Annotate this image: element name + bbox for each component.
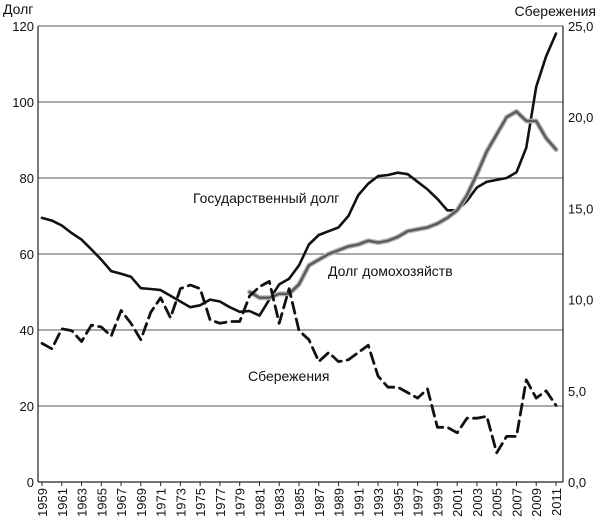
grid-lines <box>38 25 563 407</box>
x-tick-label: 1967 <box>114 488 129 517</box>
left-tick-label: 120 <box>12 19 34 34</box>
x-tick-label: 1983 <box>272 488 287 517</box>
left-tick-label: 80 <box>20 171 34 186</box>
right-tick-labels: 0,0 5,0 10,0 15,0 20,0 25,0 <box>568 19 593 490</box>
x-tick-label: 1963 <box>75 488 90 517</box>
x-tick-label: 1997 <box>411 488 426 517</box>
series-solid-gray <box>247 109 559 301</box>
x-tick-label: 2007 <box>509 488 524 517</box>
left-tick-label: 100 <box>12 95 34 110</box>
x-tick-label: 1959 <box>35 488 50 517</box>
series-solid-black <box>40 32 558 317</box>
x-tick-label: 2011 <box>549 488 564 516</box>
x-tick-label: 1993 <box>371 488 386 517</box>
x-tick-label: 1995 <box>391 488 406 517</box>
x-tick-label: 1999 <box>430 488 445 517</box>
x-tick-label: 1989 <box>332 488 347 517</box>
x-tick-label: 1971 <box>154 488 169 517</box>
x-tick-label: 1969 <box>134 488 149 517</box>
x-tick-label: 1965 <box>94 488 109 517</box>
x-tick-label: 1985 <box>292 488 307 517</box>
right-tick-label: 15,0 <box>568 201 593 216</box>
right-tick-label: 25,0 <box>568 19 593 34</box>
left-tick-label: 60 <box>20 247 34 262</box>
x-tick-label: 1991 <box>351 488 366 517</box>
right-tick-label: 5,0 <box>568 384 586 399</box>
x-tick-label: 2005 <box>490 488 505 517</box>
axes <box>37 26 564 483</box>
annotation-savings: Сбережения <box>248 368 329 384</box>
left-tick-label: 0 <box>27 475 34 490</box>
series-line <box>40 279 558 455</box>
x-tick-label: 1961 <box>55 488 70 517</box>
x-tick-label: 1987 <box>312 488 327 517</box>
right-tick-label: 0,0 <box>568 475 586 490</box>
x-tick-label: 1975 <box>193 488 208 517</box>
annotation-gov-debt: Государственный долг <box>193 190 339 206</box>
right-axis-title: Сбережения <box>515 3 596 19</box>
left-tick-label: 40 <box>20 323 34 338</box>
x-tick-label: 1977 <box>213 488 228 517</box>
x-tick-label: 2003 <box>470 488 485 517</box>
left-axis-title: Долг <box>3 1 33 17</box>
series-line <box>248 110 558 299</box>
x-tick-label: 1973 <box>173 488 188 517</box>
x-tick-label: 2009 <box>529 488 544 517</box>
x-tick-label: 1981 <box>252 488 267 517</box>
x-tick-label: 2001 <box>450 488 465 517</box>
left-tick-label: 20 <box>20 399 34 414</box>
x-tick-labels: 1959 1961 1963 1965 1967 1969 1971 1973 1975 1977… <box>35 482 564 517</box>
right-tick-label: 20,0 <box>568 110 593 125</box>
right-tick-label: 10,0 <box>568 293 593 308</box>
annotation-household-debt: Долг домохозяйств <box>328 263 453 279</box>
series-dashed-black <box>40 279 558 455</box>
left-tick-labels: 0 20 40 60 80 100 120 <box>12 19 34 490</box>
series-line <box>40 32 558 317</box>
series-layer <box>40 32 559 455</box>
x-tick-label: 1979 <box>233 488 248 517</box>
